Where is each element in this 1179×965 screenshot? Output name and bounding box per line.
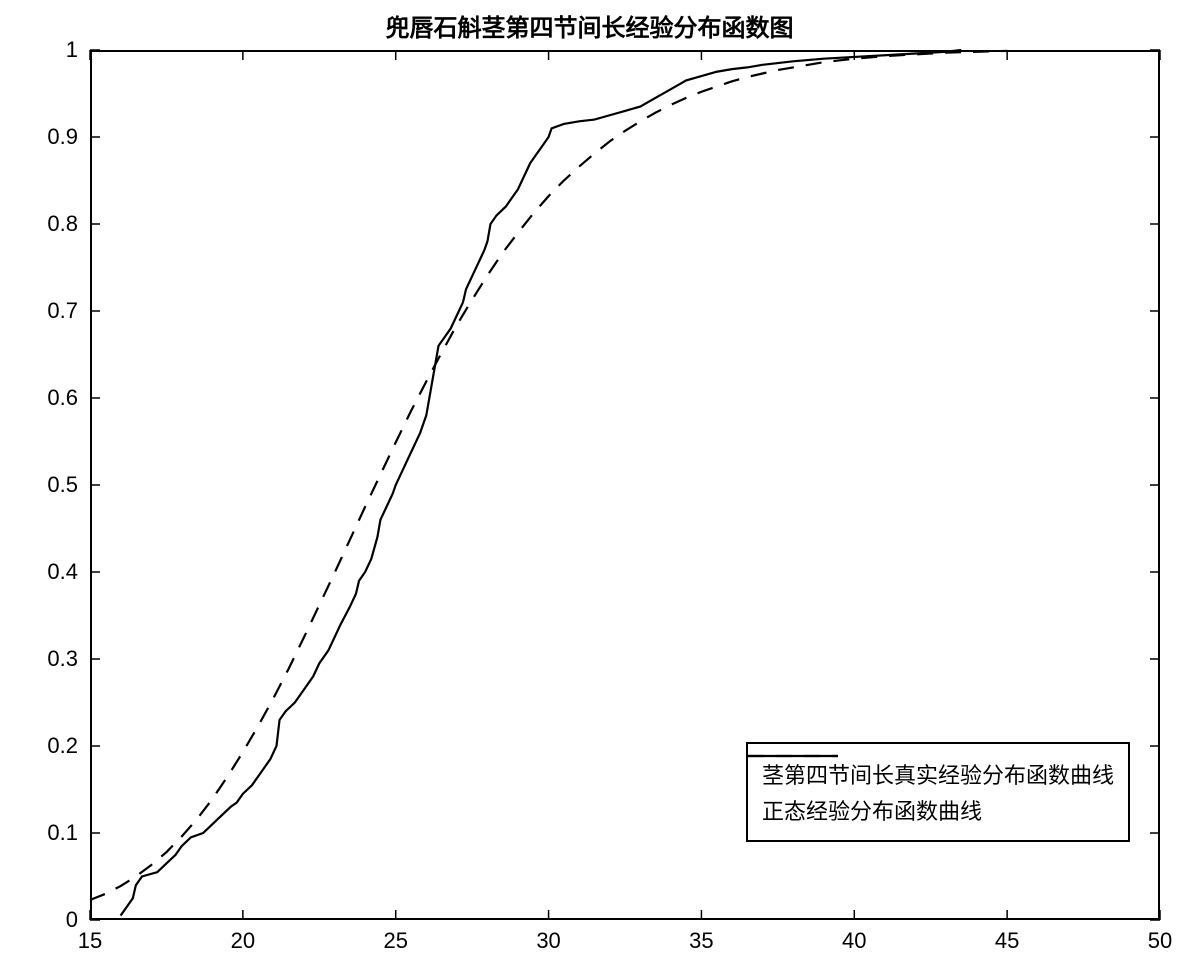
legend-row-normal: 正态经验分布函数曲线 [762, 794, 1114, 826]
y-tick-label: 0.1 [0, 820, 78, 846]
y-tick-label: 0 [0, 907, 78, 933]
y-tick-label: 0.6 [0, 385, 78, 411]
x-tick-label: 15 [78, 928, 102, 954]
legend-swatch-normal [748, 744, 838, 768]
y-tick-label: 0.3 [0, 646, 78, 672]
x-tick-label: 25 [383, 928, 407, 954]
y-tick-label: 0.9 [0, 124, 78, 150]
y-tick-label: 0.7 [0, 298, 78, 324]
legend-label-normal: 正态经验分布函数曲线 [762, 794, 982, 826]
x-tick-label: 35 [689, 928, 713, 954]
y-tick-label: 0.2 [0, 733, 78, 759]
x-tick-label: 50 [1148, 928, 1172, 954]
y-tick-label: 1 [0, 37, 78, 63]
x-tick-label: 30 [536, 928, 560, 954]
x-tick-label: 20 [231, 928, 255, 954]
y-tick-label: 0.5 [0, 472, 78, 498]
y-tick-label: 0.8 [0, 211, 78, 237]
x-tick-label: 45 [995, 928, 1019, 954]
chart-container: 兜唇石斛茎第四节间长经验分布函数图 茎第四节间长真实经验分布函数曲线 正态经验分… [0, 0, 1179, 965]
legend: 茎第四节间长真实经验分布函数曲线 正态经验分布函数曲线 [746, 742, 1130, 842]
x-tick-label: 40 [842, 928, 866, 954]
y-tick-label: 0.4 [0, 559, 78, 585]
